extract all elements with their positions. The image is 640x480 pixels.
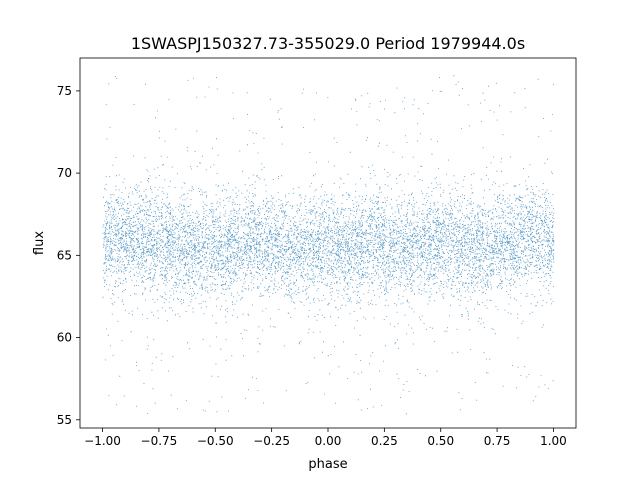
x-tick-label: −1.00	[84, 434, 121, 448]
x-tick-label: 0.25	[371, 434, 398, 448]
y-tick-label: 70	[57, 166, 72, 180]
x-axis-ticks: −1.00 −0.75 −0.50 −0.25 0.00 0.25 0.50 0.75 1.00	[84, 428, 567, 448]
x-tick-label: 1.00	[540, 434, 567, 448]
y-tick-label: 65	[57, 248, 72, 262]
x-tick-label: −0.25	[253, 434, 290, 448]
x-tick-label: −0.50	[197, 434, 234, 448]
x-tick-label: 0.50	[427, 434, 454, 448]
x-tick-label: 0.75	[484, 434, 511, 448]
x-tick-label: −0.75	[141, 434, 178, 448]
x-axis-label: phase	[308, 457, 347, 472]
x-tick-label: 0.00	[315, 434, 342, 448]
y-axis-ticks: 55 60 65 70 75	[57, 84, 80, 427]
y-tick-label: 60	[57, 331, 72, 345]
y-tick-label: 75	[57, 84, 72, 98]
y-axis-label: flux	[32, 231, 47, 255]
y-tick-label: 55	[57, 413, 72, 427]
chart-title: 1SWASPJ150327.73-355029.0 Period 1979944…	[131, 34, 525, 53]
